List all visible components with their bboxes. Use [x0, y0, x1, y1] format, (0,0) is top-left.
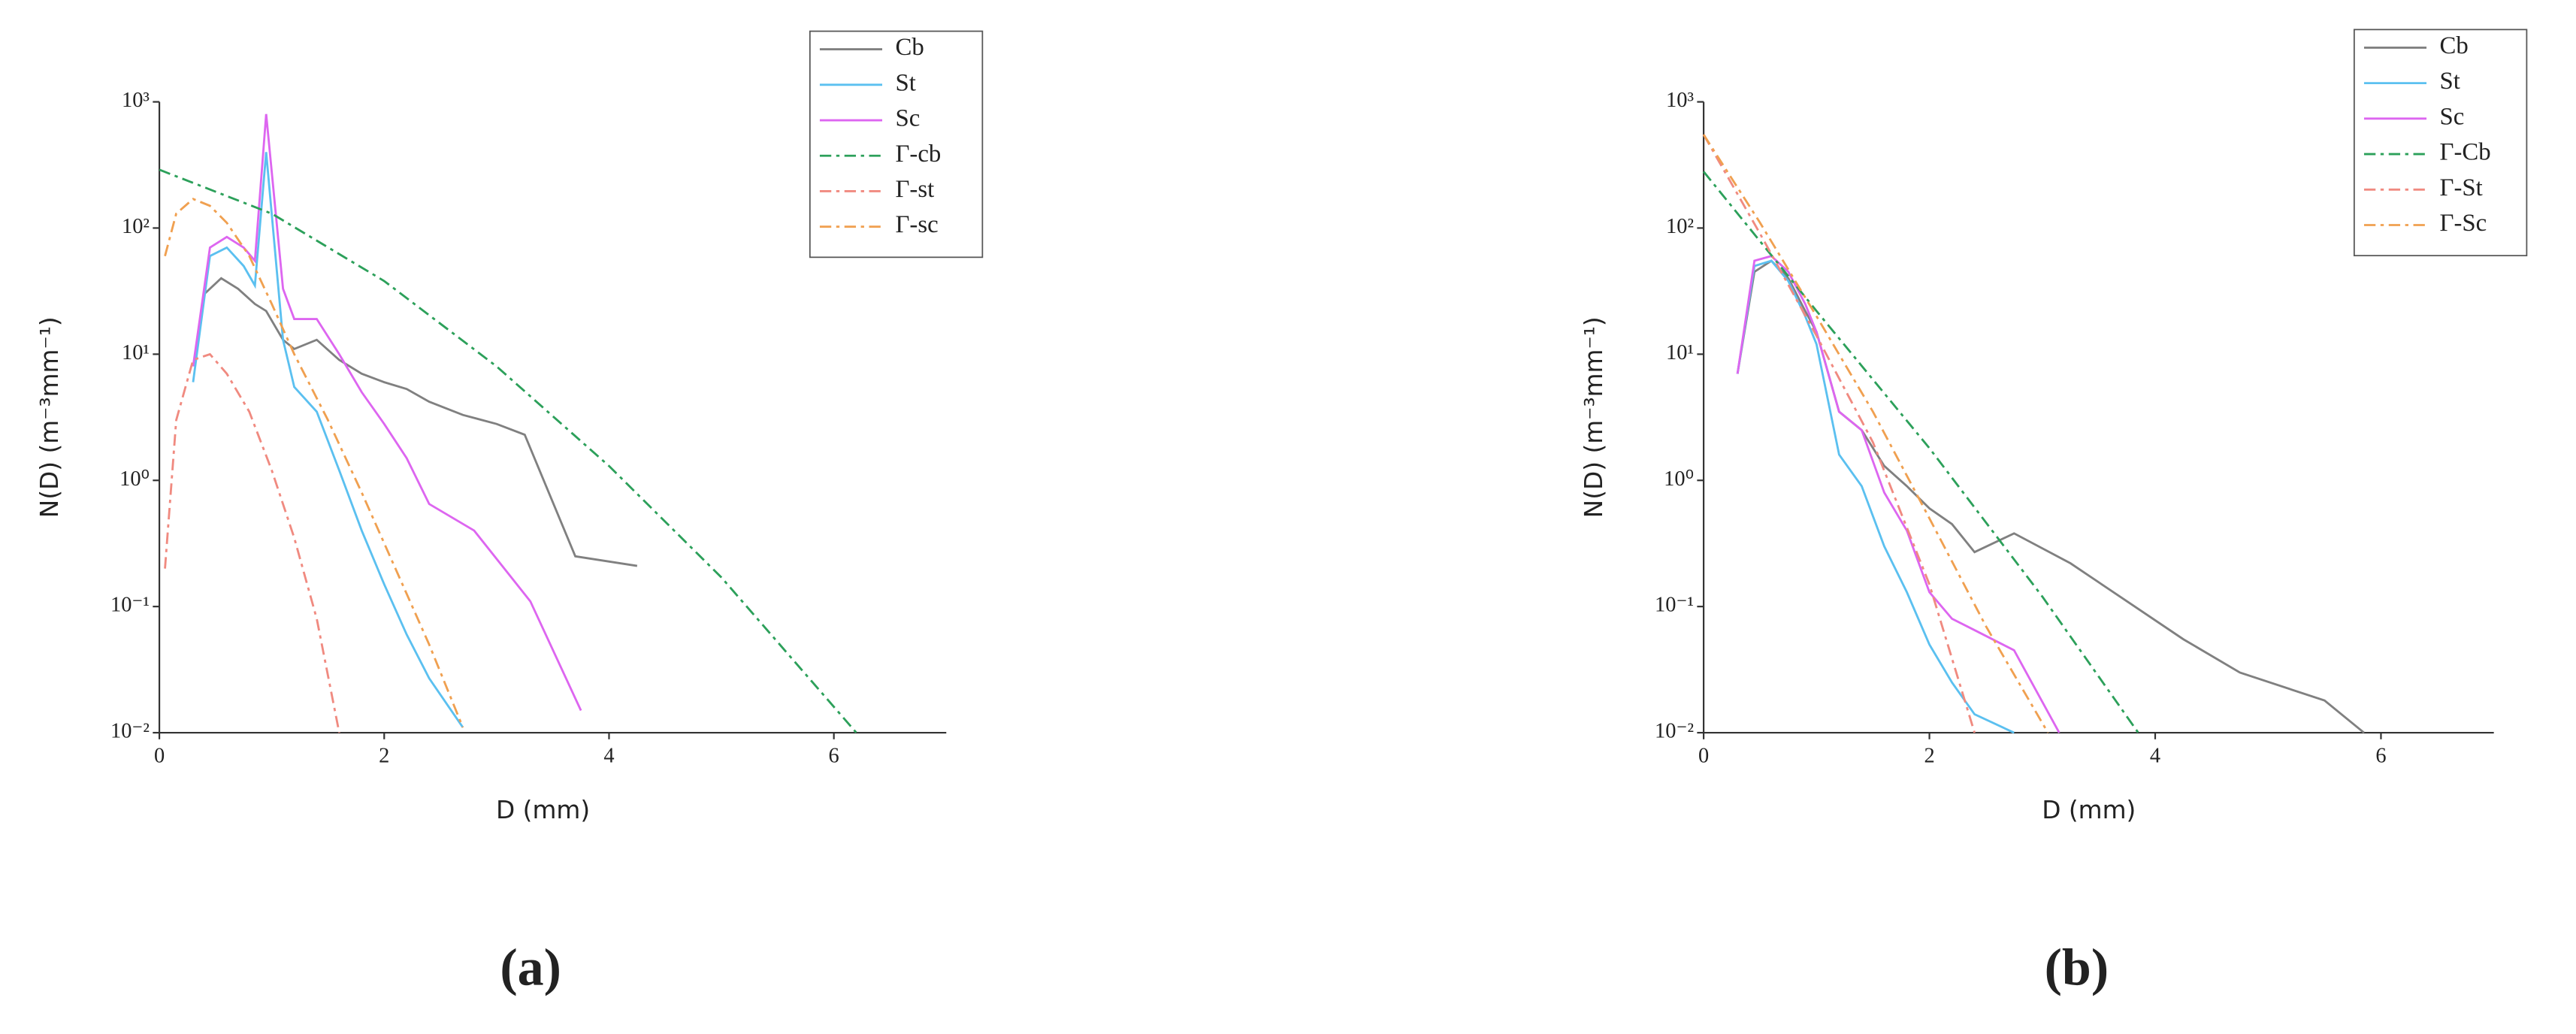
x-tick-label: 6	[829, 744, 839, 767]
y-tick-label: 10⁻²	[110, 720, 150, 743]
y-tick-label: 10³	[122, 89, 150, 112]
legend-label: St	[895, 69, 915, 96]
y-axis-label: N(D) (m⁻³mm⁻¹)	[1580, 316, 1608, 518]
panel-label: (a)	[500, 939, 561, 996]
legend-box	[809, 30, 984, 258]
y-axis-label: N(D) (m⁻³mm⁻¹)	[35, 316, 64, 518]
legend-label: Γ-st	[895, 176, 934, 203]
y-tick-label: 10¹	[1666, 341, 1694, 364]
y-tick-label: 10²	[1666, 215, 1694, 238]
x-tick-label: 4	[603, 744, 614, 767]
legend-label: Γ-St	[2440, 174, 2483, 201]
series-line	[1736, 255, 2060, 733]
series-line	[1702, 134, 2049, 733]
y-tick-label: 10⁻²	[1655, 720, 1694, 743]
series-line	[1736, 259, 2015, 734]
series-line	[1702, 134, 1976, 733]
panel-label: (b)	[2045, 939, 2109, 996]
y-tick-label: 10²	[122, 215, 150, 238]
series-line	[159, 168, 857, 733]
legend-label: Γ-sc	[895, 211, 938, 238]
x-tick-label: 2	[1924, 744, 1934, 767]
series-line	[192, 113, 582, 712]
legend-label: St	[2440, 68, 2460, 95]
series-line	[1736, 259, 2365, 734]
y-tick-label: 10³	[1666, 89, 1694, 112]
legend-label: Cb	[2440, 32, 2469, 59]
legend-label: Sc	[2440, 103, 2465, 130]
x-axis-label: D (mm)	[496, 796, 590, 824]
legend-label: Γ-Sc	[2440, 210, 2487, 237]
y-tick-label: 10⁰	[1664, 467, 1694, 491]
y-tick-label: 10¹	[122, 341, 150, 364]
series-line	[164, 198, 464, 728]
series-line	[203, 277, 638, 567]
legend-box	[2353, 29, 2528, 257]
x-tick-label: 6	[2375, 744, 2386, 767]
x-tick-label: 0	[1698, 744, 1709, 767]
legend-label: Cb	[895, 34, 924, 61]
legend-label: Sc	[895, 105, 920, 132]
y-tick-label: 10⁰	[119, 467, 150, 491]
x-tick-label: 4	[2150, 744, 2160, 767]
series-line	[1703, 171, 2139, 733]
series-line	[164, 352, 340, 733]
x-axis-label: D (mm)	[2042, 796, 2136, 824]
x-tick-label: 2	[379, 744, 389, 767]
y-tick-label: 10⁻¹	[1655, 594, 1694, 617]
y-tick-label: 10⁻¹	[110, 594, 150, 617]
series-line	[192, 152, 464, 728]
x-tick-label: 0	[154, 744, 165, 767]
legend-label: Γ-Cb	[2440, 139, 2491, 166]
legend-label: Γ-cb	[895, 141, 941, 168]
